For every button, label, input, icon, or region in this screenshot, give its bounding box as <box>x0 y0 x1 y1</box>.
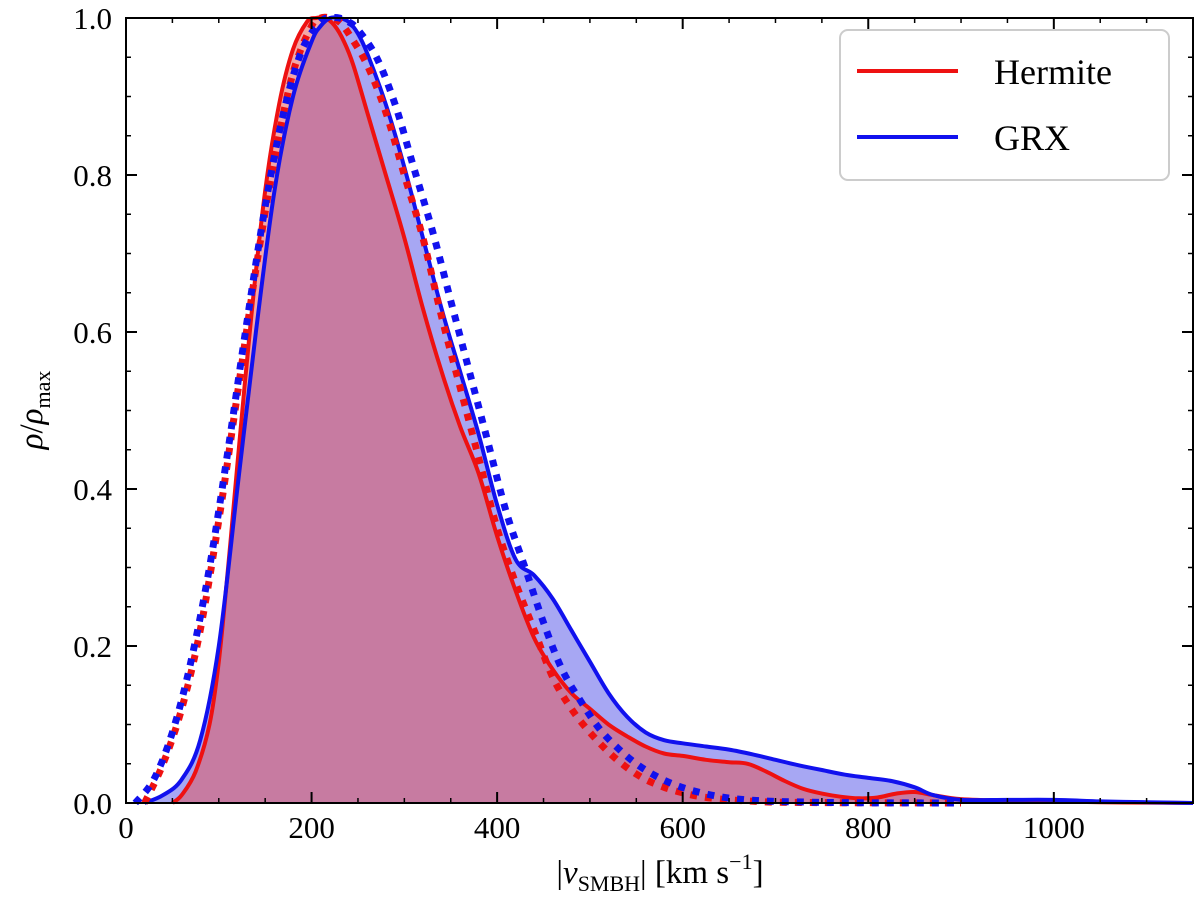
y-axis-label: ρ/ρmax <box>14 371 55 451</box>
area-fills <box>144 17 1194 803</box>
x-tick-label: 200 <box>288 810 335 845</box>
legend-box <box>839 29 1170 181</box>
legend-label-grx: GRX <box>994 118 1070 158</box>
x-axis-label: |vSMBH| [km s−1] <box>556 849 763 896</box>
y-tick-label: 0.8 <box>73 158 112 193</box>
y-tick-label: 0.6 <box>73 315 112 350</box>
x-tick-label: 600 <box>659 810 706 845</box>
series-line-grx <box>143 15 1194 805</box>
y-tick-label: 0.0 <box>73 786 112 821</box>
legend-label-hermite: Hermite <box>994 52 1112 92</box>
x-tick-label: 0 <box>118 810 134 845</box>
y-tick-label: 1.0 <box>73 1 112 36</box>
fit-line-grx <box>132 13 962 807</box>
x-tick-label: 400 <box>474 810 521 845</box>
y-tick-label: 0.4 <box>73 472 112 507</box>
dotted-fit-lines <box>132 13 962 807</box>
x-tick-label: 1000 <box>1023 810 1085 845</box>
y-tick-label: 0.2 <box>73 629 112 664</box>
plot-area <box>132 13 1194 807</box>
axis-ticks: 0 200 400 600 800 1000 0.0 0.2 0.4 0.6 0.8 1.0 <box>73 1 1193 845</box>
legend: Hermite GRX <box>839 29 1170 181</box>
area-fill-hermite <box>172 17 1193 803</box>
x-tick-label: 800 <box>845 810 892 845</box>
